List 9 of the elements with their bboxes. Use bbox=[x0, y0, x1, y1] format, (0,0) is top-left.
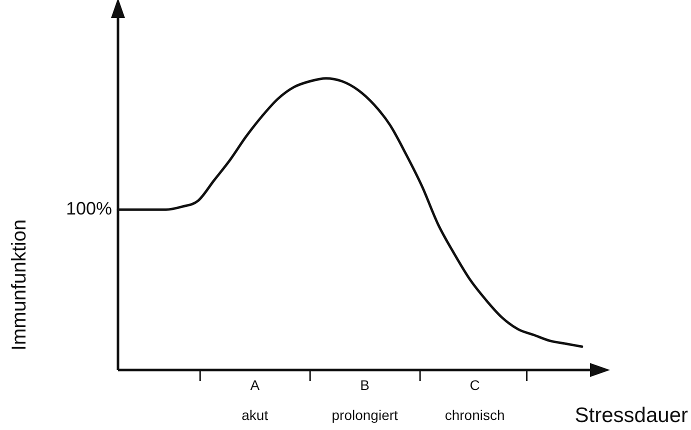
x-axis-title: Stressdauer bbox=[574, 404, 688, 427]
text: B bbox=[360, 376, 370, 393]
text: A bbox=[250, 376, 260, 393]
text: C bbox=[470, 376, 480, 393]
text: chronisch bbox=[444, 406, 505, 423]
y-axis-title: Immunfunktion bbox=[8, 219, 31, 351]
text: prolongiert bbox=[332, 406, 398, 423]
text: 100% bbox=[66, 198, 112, 219]
text: akut bbox=[242, 406, 268, 423]
